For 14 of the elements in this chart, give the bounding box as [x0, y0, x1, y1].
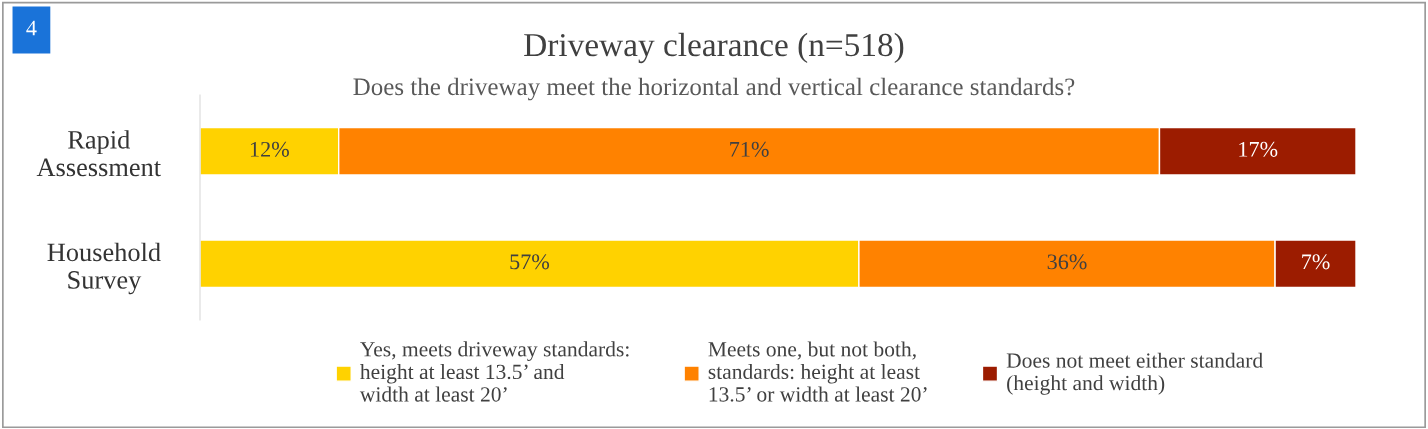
text: 4 [26, 20, 37, 36]
data-label: 12% [250, 141, 289, 157]
legend-label: Yes, meets driveway standards: height at least 13.5’ and width at least 20’ [359, 341, 629, 402]
data-label: 71% [730, 141, 769, 157]
y-tick-label: Household Survey [47, 242, 161, 295]
data-label: 7% [1302, 254, 1330, 270]
legend-label: Does not meet either standard (height and width) [1006, 352, 1263, 395]
chart-title: Driveway clearance (n=518) [524, 32, 904, 64]
data-label: 17% [1239, 141, 1278, 157]
data-label: 57% [510, 254, 550, 270]
legend-label: Meets one, but not both, standards: height at least 13.5’ or width at least 20’ [708, 341, 927, 402]
chart-subtitle: Does the driveway meet the horizontal and vertical clearance standards? [353, 77, 1075, 101]
data-label: 36% [1047, 254, 1087, 270]
y-tick-label: Rapid Assessment [36, 130, 161, 177]
